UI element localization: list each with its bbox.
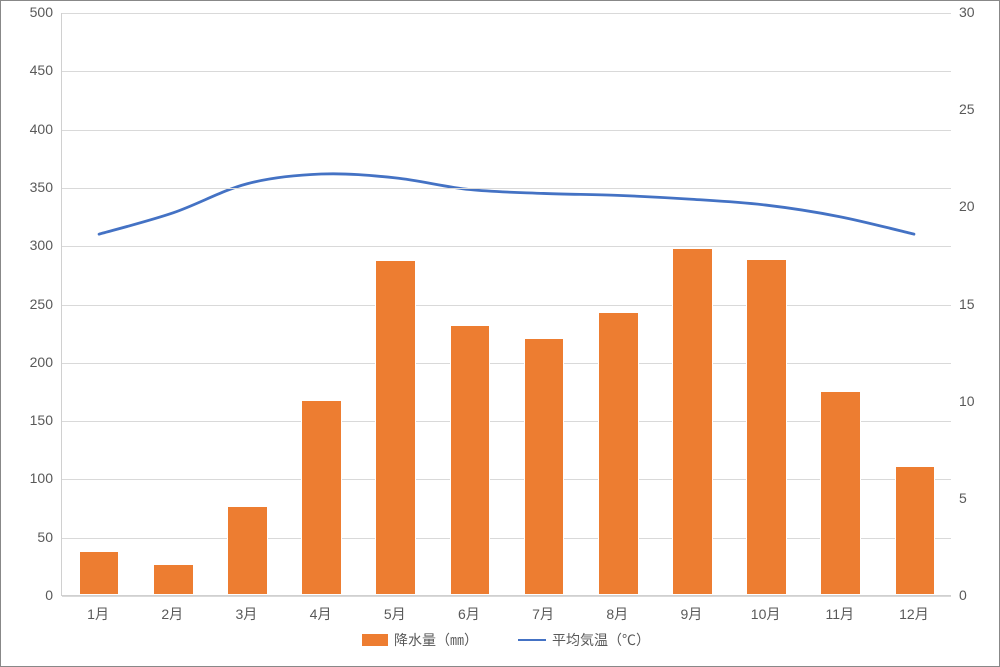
legend-item-precipitation: 降水量（㎜） (362, 630, 478, 650)
x-tick: 3月 (236, 604, 258, 624)
y-right-tick: 5 (959, 490, 967, 506)
x-tick: 9月 (681, 604, 703, 624)
x-tick: 5月 (384, 604, 406, 624)
gridline (62, 421, 951, 422)
legend-swatch-bar (362, 634, 388, 646)
gridline (62, 130, 951, 131)
y-right-tick: 0 (959, 587, 967, 603)
climate-chart: 降水量（㎜） 平均気温（℃） 0501001502002503003504004… (0, 0, 1000, 667)
legend-label-temperature: 平均気温（℃） (552, 630, 650, 650)
x-tick: 2月 (161, 604, 183, 624)
y-right-tick: 20 (959, 198, 975, 214)
x-tick: 1月 (87, 604, 109, 624)
precipitation-bar (153, 564, 194, 595)
x-tick: 8月 (606, 604, 628, 624)
y-right-tick: 30 (959, 4, 975, 20)
gridline (62, 71, 951, 72)
x-tick: 7月 (532, 604, 554, 624)
legend: 降水量（㎜） 平均気温（℃） (61, 630, 951, 650)
gridline (62, 13, 951, 14)
y-right-tick: 25 (959, 101, 975, 117)
y-left-tick: 150 (1, 412, 53, 428)
y-left-tick: 350 (1, 179, 53, 195)
x-tick: 12月 (899, 604, 929, 624)
gridline (62, 596, 951, 597)
y-right-tick: 10 (959, 393, 975, 409)
gridline (62, 363, 951, 364)
y-left-tick: 500 (1, 4, 53, 20)
precipitation-bar (79, 551, 120, 595)
x-tick: 6月 (458, 604, 480, 624)
x-tick: 4月 (310, 604, 332, 624)
y-left-tick: 300 (1, 237, 53, 253)
x-tick: 11月 (825, 604, 854, 624)
precipitation-bar (227, 506, 268, 595)
y-left-tick: 250 (1, 296, 53, 312)
y-left-tick: 200 (1, 354, 53, 370)
temperature-line (99, 174, 914, 234)
precipitation-bar (375, 260, 416, 595)
precipitation-bar (746, 259, 787, 595)
y-left-tick: 400 (1, 121, 53, 137)
precipitation-bar (672, 248, 713, 595)
gridline (62, 479, 951, 480)
y-left-tick: 450 (1, 62, 53, 78)
plot-area (61, 13, 951, 596)
gridline (62, 188, 951, 189)
legend-item-temperature: 平均気温（℃） (518, 630, 650, 650)
legend-swatch-line (518, 639, 546, 641)
y-left-tick: 100 (1, 470, 53, 486)
precipitation-bar (450, 325, 491, 596)
gridline (62, 305, 951, 306)
precipitation-bar (598, 312, 639, 595)
precipitation-bar (301, 400, 342, 595)
precipitation-bar (820, 391, 861, 595)
gridline (62, 246, 951, 247)
y-left-tick: 0 (1, 587, 53, 603)
y-left-tick: 50 (1, 529, 53, 545)
x-tick: 10月 (751, 604, 781, 624)
precipitation-bar (895, 466, 936, 595)
precipitation-bar (524, 338, 565, 595)
legend-label-precipitation: 降水量（㎜） (394, 630, 478, 650)
y-right-tick: 15 (959, 296, 975, 312)
gridline (62, 538, 951, 539)
